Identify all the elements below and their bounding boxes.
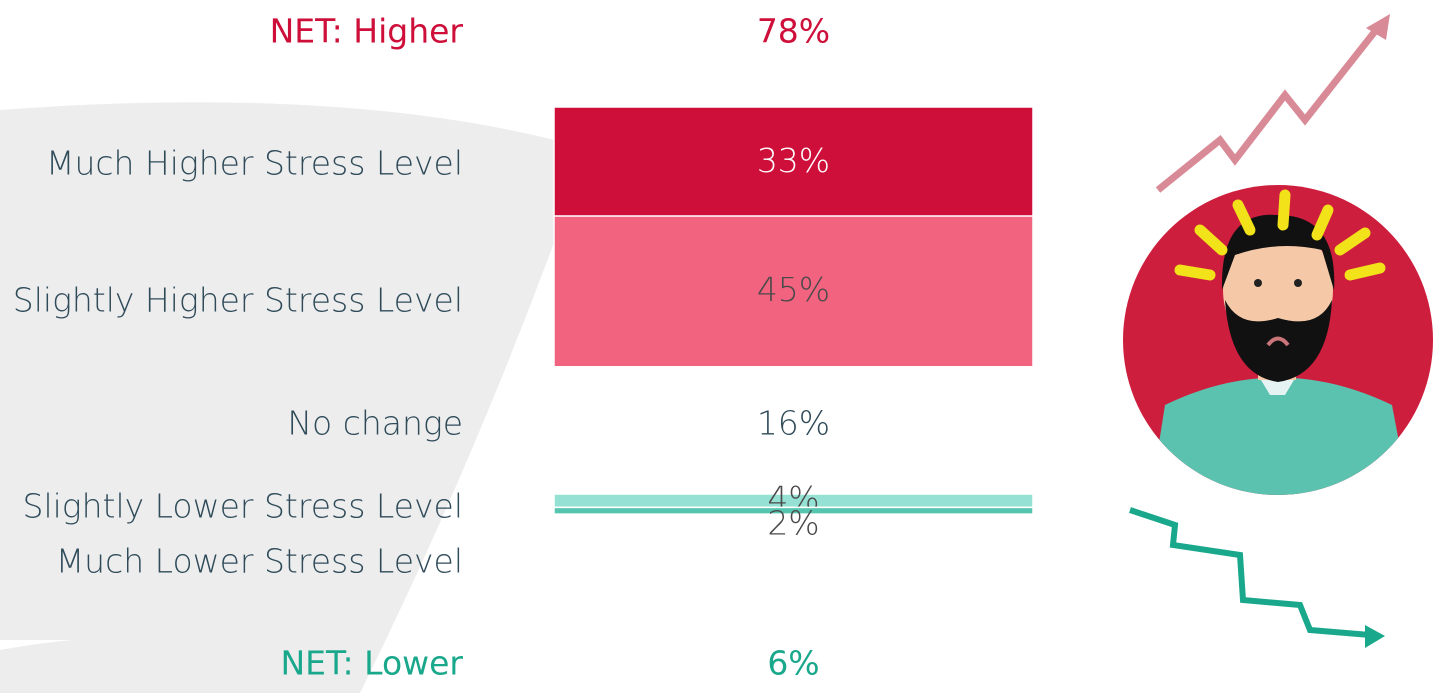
net-value: 78%	[757, 12, 830, 51]
category-label: Much Higher Stress Level	[46, 144, 463, 183]
net-label: NET: Lower	[280, 644, 463, 683]
bar-segment	[553, 215, 1034, 368]
bar-segment	[553, 106, 1034, 219]
net-label: NET: Higher	[270, 12, 464, 51]
net-value: 6%	[767, 644, 819, 683]
value-label: 2%	[767, 503, 819, 542]
value-label: 45%	[757, 270, 830, 309]
illustration	[1123, 14, 1433, 648]
category-label: Slightly Higher Stress Level	[13, 281, 463, 320]
category-label: Much Lower Stress Level	[56, 542, 463, 581]
value-label: 16%	[757, 404, 830, 443]
category-label: No change	[287, 404, 463, 443]
bar-segment	[553, 506, 1034, 515]
category-label: Slightly Lower Stress Level	[23, 487, 464, 526]
value-label: 33%	[757, 141, 830, 180]
background-shape	[0, 102, 555, 693]
